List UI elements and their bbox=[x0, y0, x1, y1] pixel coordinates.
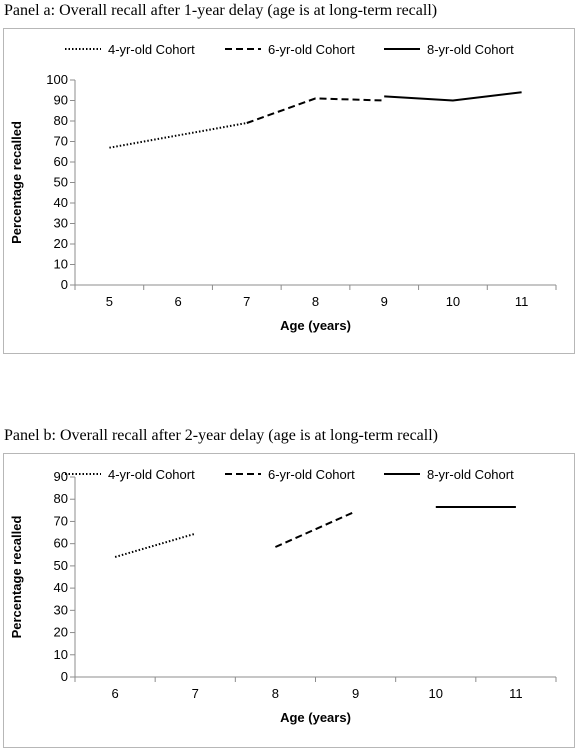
x-tick-label: 7 bbox=[192, 686, 199, 701]
y-tick-label: 0 bbox=[61, 669, 68, 684]
y-tick-label: 20 bbox=[54, 625, 68, 640]
x-tick-label: 8 bbox=[272, 686, 279, 701]
y-tick-label: 50 bbox=[54, 558, 68, 573]
panel-b-chart-svg: 0 10 20 30 40 50 60 70 80 90 6 7 8 9 10 11 Age (years) Pe… bbox=[9, 467, 557, 725]
y-tick-label: 30 bbox=[54, 216, 68, 231]
y-tick-label: 80 bbox=[54, 491, 68, 506]
y-tick-label: 10 bbox=[54, 647, 68, 662]
y-axis-title: Percentage recalled bbox=[9, 121, 24, 244]
x-tick-label: 6 bbox=[174, 294, 181, 309]
series-line bbox=[274, 510, 357, 548]
y-axis-title: Percentage recalled bbox=[9, 516, 24, 639]
x-axis-title: Age (years) bbox=[280, 318, 351, 333]
panel-a-chart: 0 10 20 30 40 50 60 70 80 90 100 5 6 7 8 9 10 11 Age (year… bbox=[3, 28, 575, 354]
panel-b-chart: 0 10 20 30 40 50 60 70 80 90 6 7 8 9 10 11 Age (years) Pe… bbox=[3, 453, 575, 748]
y-tick-label: 10 bbox=[54, 257, 68, 272]
x-tick-label: 9 bbox=[352, 686, 359, 701]
y-tick-label: 70 bbox=[54, 134, 68, 149]
x-tick-label: 9 bbox=[381, 294, 388, 309]
y-tick-label: 30 bbox=[54, 602, 68, 617]
x-tick-label: 10 bbox=[429, 686, 443, 701]
x-tick-label: 5 bbox=[106, 294, 113, 309]
y-tick-label: 40 bbox=[54, 195, 68, 210]
y-tick-label: 70 bbox=[54, 513, 68, 528]
series-line bbox=[384, 91, 522, 102]
x-tick-label: 8 bbox=[312, 294, 319, 309]
y-tick-label: 60 bbox=[54, 536, 68, 551]
legend-label: 4-yr-old Cohort bbox=[108, 467, 195, 482]
legend-label: 8-yr-old Cohort bbox=[427, 467, 514, 482]
x-tick-label: 10 bbox=[446, 294, 460, 309]
x-tick-label: 11 bbox=[509, 686, 523, 701]
y-tick-label: 80 bbox=[54, 113, 68, 128]
legend-label: 6-yr-old Cohort bbox=[268, 42, 355, 57]
series-line bbox=[109, 122, 247, 149]
legend-label: 6-yr-old Cohort bbox=[268, 467, 355, 482]
panel-a-title: Panel a: Overall recall after 1-year del… bbox=[4, 2, 438, 19]
y-tick-label: 100 bbox=[46, 72, 68, 87]
panel-b-title: Panel b: Overall recall after 2-year del… bbox=[4, 427, 438, 444]
x-tick-label: 7 bbox=[243, 294, 250, 309]
x-tick-label: 11 bbox=[515, 294, 529, 309]
y-tick-label: 40 bbox=[54, 580, 68, 595]
y-tick-label: 90 bbox=[54, 93, 68, 108]
legend-label: 8-yr-old Cohort bbox=[427, 42, 514, 57]
legend-label: 4-yr-old Cohort bbox=[108, 42, 195, 57]
series-line bbox=[246, 97, 385, 124]
panel-a-chart-svg: 0 10 20 30 40 50 60 70 80 90 100 5 6 7 8 9 10 11 Age (year… bbox=[9, 42, 557, 333]
y-tick-label: 50 bbox=[54, 175, 68, 190]
y-tick-label: 0 bbox=[61, 277, 68, 292]
series-line bbox=[114, 532, 196, 558]
x-tick-label: 6 bbox=[111, 686, 118, 701]
y-tick-label: 20 bbox=[54, 236, 68, 251]
y-tick-label: 60 bbox=[54, 154, 68, 169]
x-axis-title: Age (years) bbox=[280, 710, 351, 725]
y-tick-label: 90 bbox=[54, 469, 68, 484]
